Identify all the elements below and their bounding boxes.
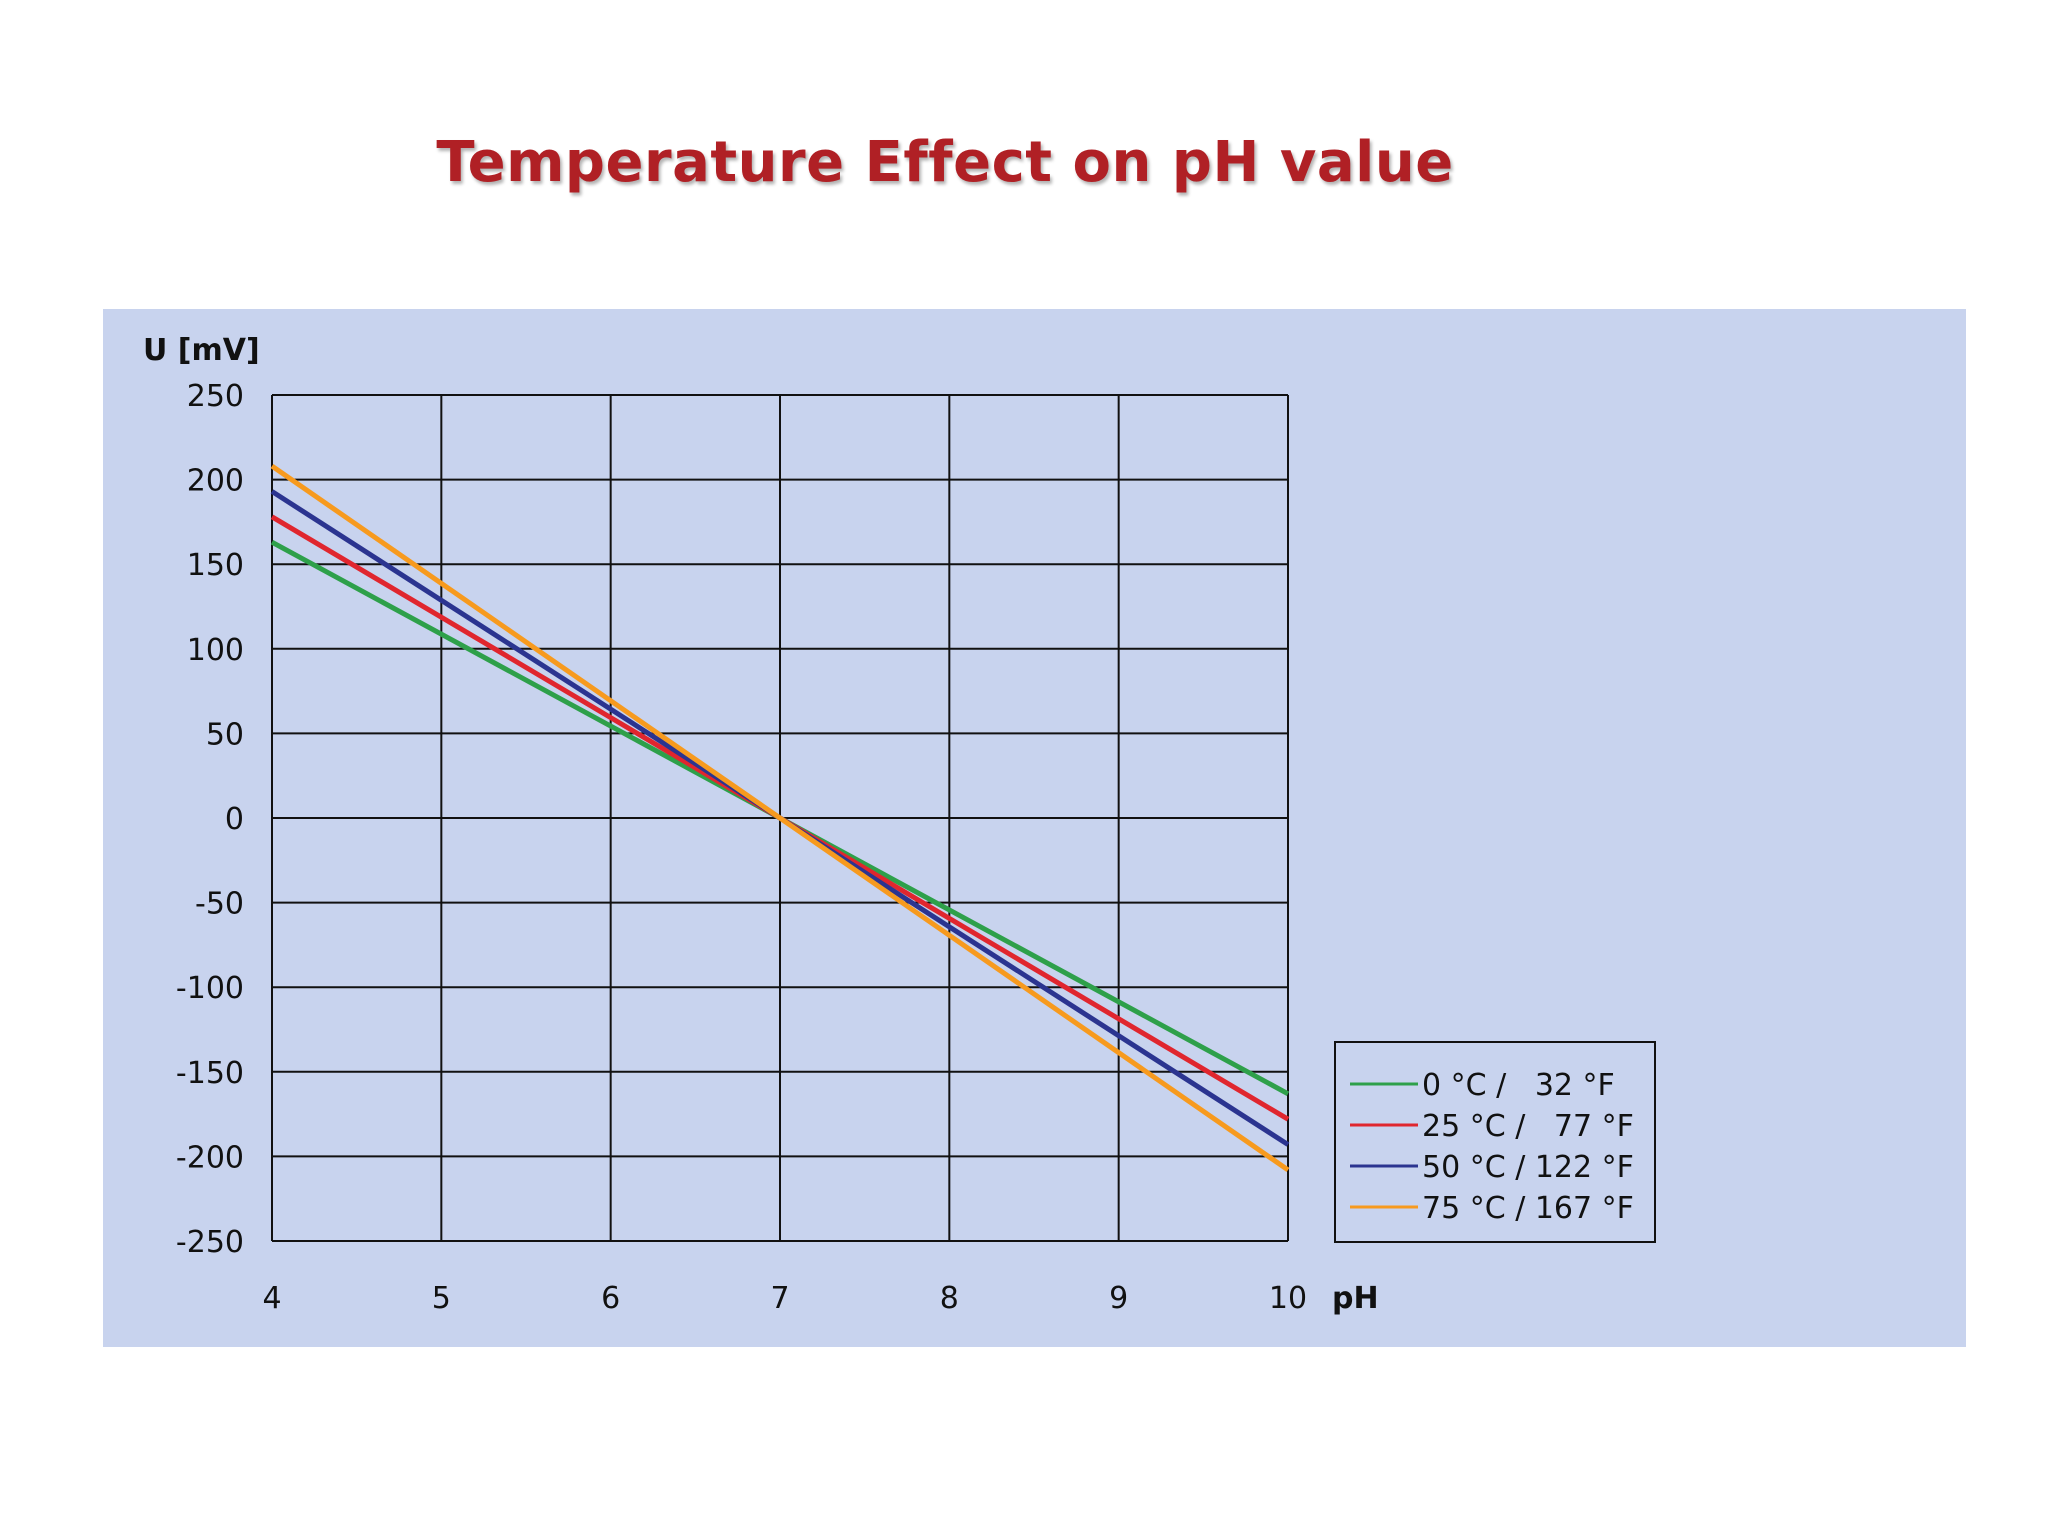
legend-box (1334, 1041, 1656, 1243)
x-axis-label: pH (1332, 1281, 1379, 1316)
x-tick-label-8: 8 (940, 1281, 959, 1316)
chart-title: Temperature Effect on pH value (436, 130, 1454, 195)
series-line-3 (270, 464, 1290, 1172)
legend-label-1: 25 °C / 77 °F (1422, 1109, 1634, 1144)
y-tick-label-50: 50 (206, 717, 244, 752)
y-tick-label--150: -150 (176, 1056, 244, 1091)
y-tick-label-150: 150 (187, 548, 244, 583)
x-tick-labels: 4 5 6 7 8 9 10 (262, 1281, 1307, 1316)
legend: 0 °C / 32 °F 25 °C / 77 °F 50 °C / 122 °F 7… (1334, 1041, 1656, 1243)
x-tick-label-6: 6 (601, 1281, 620, 1316)
x-tick-label-10: 10 (1269, 1281, 1307, 1316)
y-axis-label: U [mV] (143, 333, 260, 368)
legend-label-2: 50 °C / 122 °F (1422, 1150, 1634, 1185)
x-tick-label-7: 7 (770, 1281, 789, 1316)
x-tick-label-5: 5 (432, 1281, 451, 1316)
y-tick-label--50: -50 (195, 887, 244, 922)
y-tick-label-0: 0 (225, 802, 244, 837)
y-tick-label--250: -250 (176, 1225, 244, 1260)
y-tick-label-200: 200 (187, 464, 244, 499)
legend-label-3: 75 °C / 167 °F (1422, 1191, 1634, 1226)
x-tick-label-9: 9 (1109, 1281, 1128, 1316)
y-tick-label-250: 250 (187, 379, 244, 414)
y-tick-label-100: 100 (187, 633, 244, 668)
series-layer (270, 464, 1290, 1172)
x-tick-label-4: 4 (262, 1281, 281, 1316)
legend-label-0: 0 °C / 32 °F (1422, 1068, 1615, 1103)
y-tick-label--200: -200 (176, 1140, 244, 1175)
y-tick-labels: 250 200 150 100 50 0 -50 -100 -150 -200 -250 (176, 379, 244, 1260)
y-tick-label--100: -100 (176, 971, 244, 1006)
